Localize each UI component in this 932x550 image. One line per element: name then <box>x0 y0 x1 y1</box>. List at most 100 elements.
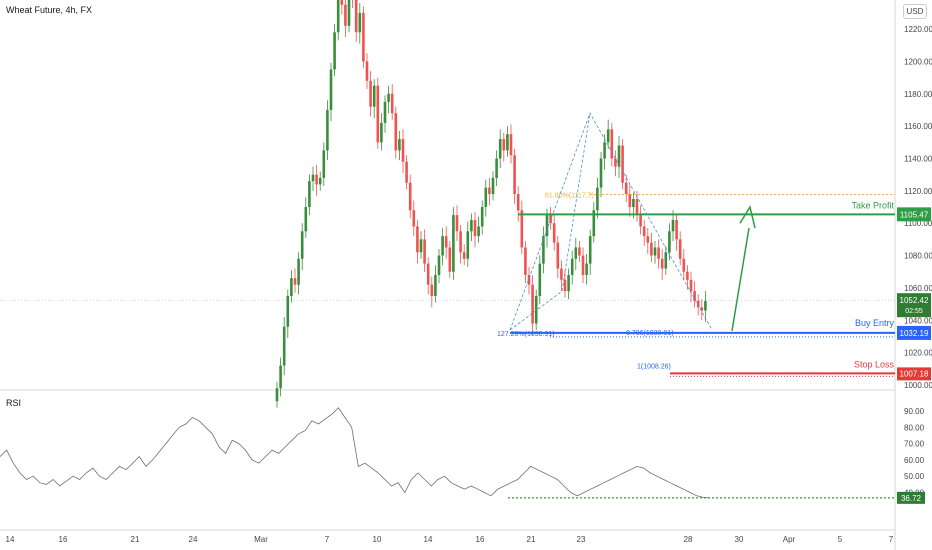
candle-down <box>556 242 560 269</box>
candle-up <box>372 85 376 107</box>
countdown: 02:55 <box>905 308 923 315</box>
candle-down <box>416 226 419 253</box>
candle-up <box>470 219 473 232</box>
candle-down <box>675 219 678 240</box>
candle-down <box>426 263 430 285</box>
price-tick-label: 1160.00 <box>904 122 932 131</box>
time-tick-label: 24 <box>189 535 198 544</box>
candle-up <box>419 239 423 253</box>
buy-entry-price: 1032.19 <box>900 329 929 338</box>
time-tick-label: 28 <box>684 535 693 544</box>
candle-down <box>448 247 452 272</box>
candle-down <box>693 291 696 301</box>
candle-up <box>606 129 610 143</box>
candle-up <box>570 258 574 275</box>
candle-down <box>488 187 491 195</box>
candle-down <box>362 12 365 62</box>
candle-up <box>588 236 592 264</box>
candle-up <box>286 296 290 327</box>
candle-up <box>545 215 549 237</box>
candle-up <box>495 158 498 178</box>
rsi-value-tag <box>897 491 925 504</box>
candle-down <box>621 145 624 183</box>
candle-up <box>498 139 502 159</box>
candle-down <box>444 236 448 248</box>
candle-down <box>552 223 556 243</box>
candle-down <box>394 113 398 151</box>
fib-127-label: 127.20%(1030.91) <box>497 331 555 338</box>
candle-down <box>628 194 632 208</box>
candle-up <box>383 101 387 123</box>
candle-up <box>477 226 480 237</box>
time-tick-label: 30 <box>735 535 744 544</box>
candle-down <box>459 231 462 253</box>
candle-up <box>434 274 437 297</box>
chart-title: Wheat Future, 4h, FX <box>6 5 93 15</box>
candle-up <box>466 231 470 259</box>
candle-up <box>452 215 455 272</box>
candle-down <box>390 93 394 114</box>
candle-down <box>646 236 650 243</box>
take-profit-label: Take Profit <box>851 200 894 210</box>
candle-down <box>686 271 689 280</box>
candle-up <box>311 174 315 182</box>
candle-down <box>401 139 405 162</box>
candle-down <box>520 210 524 248</box>
candle-down <box>405 161 408 183</box>
time-tick-label: 5 <box>838 535 843 544</box>
candle-down <box>340 0 344 5</box>
candle-up <box>668 231 671 253</box>
candle-down <box>657 247 660 259</box>
time-tick-label: 16 <box>476 535 485 544</box>
candle-down <box>524 247 527 275</box>
candle-up <box>574 247 578 259</box>
candle-down <box>502 139 506 151</box>
rsi-line <box>0 407 711 499</box>
rsi-tick-label: 60.00 <box>904 456 925 465</box>
price-tick-label: 1220.00 <box>904 25 932 34</box>
candle-down <box>696 300 700 308</box>
time-tick-label: Mar <box>254 535 268 544</box>
rsi-tick-label: 90.00 <box>904 407 925 416</box>
candle-down <box>315 174 318 185</box>
rsi-value: 36.72 <box>901 494 922 503</box>
candle-up <box>653 247 657 256</box>
candle-up <box>542 236 545 264</box>
candle-up <box>664 252 668 269</box>
candle-down <box>531 284 534 324</box>
candle-up <box>326 109 329 151</box>
time-tick-label: Apr <box>783 535 796 544</box>
candle-down <box>455 215 459 232</box>
candle-down <box>412 210 416 227</box>
projection-arrow-head <box>739 205 756 229</box>
candle-up <box>567 274 570 292</box>
price-tick-label: 1100.00 <box>904 219 932 228</box>
candle-down <box>354 0 358 33</box>
candle-up <box>398 139 401 151</box>
time-tick-label: 7 <box>325 535 330 544</box>
currency-badge[interactable]: USD <box>903 4 927 19</box>
candle-down <box>563 279 567 292</box>
candle-down <box>408 182 412 211</box>
pattern-line-2 <box>509 113 591 331</box>
rsi-tick-label: 80.00 <box>904 423 925 432</box>
buy-entry-price-tag <box>897 325 931 340</box>
candle-up <box>282 326 286 366</box>
price-tick-label: 1120.00 <box>904 187 932 196</box>
candle-down <box>639 215 642 227</box>
candle-up <box>484 187 488 208</box>
candle-up <box>329 69 333 110</box>
time-tick-label: 10 <box>373 535 382 544</box>
candle-up <box>322 150 326 178</box>
candle-up <box>506 134 509 151</box>
candle-down <box>430 284 434 297</box>
candle-down <box>549 215 552 224</box>
stop-loss-label: Stop Loss <box>854 359 895 369</box>
candle-up <box>297 258 300 285</box>
price-tick-label: 1020.00 <box>904 349 932 358</box>
current-price: 1052.42 <box>900 296 929 305</box>
candle-down <box>624 182 628 195</box>
candle-down <box>642 226 646 237</box>
candle-up <box>387 93 390 102</box>
